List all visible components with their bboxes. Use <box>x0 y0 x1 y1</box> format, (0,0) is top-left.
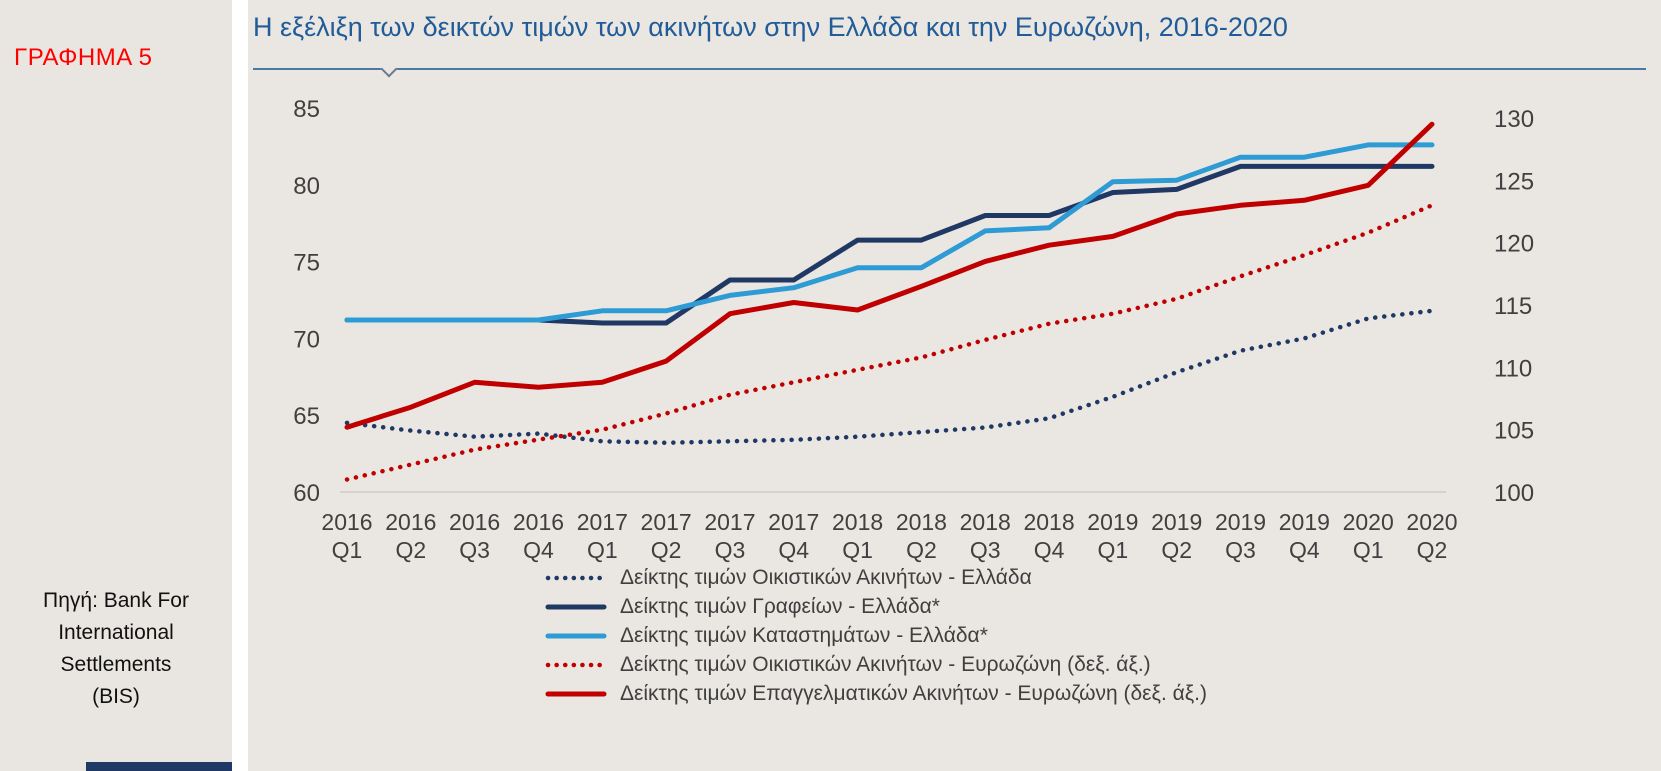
series-line <box>344 163 1435 326</box>
legend-label: Δείκτης τιμών Επαγγελματικών Ακινήτων - … <box>620 681 1207 705</box>
right-axis-tick: 100 <box>1494 480 1534 507</box>
left-axis-tick: 75 <box>293 250 320 277</box>
x-axis-tick-year: 2016 <box>513 509 564 535</box>
left-axis-tick: 65 <box>293 403 320 430</box>
right-axis-tick: 125 <box>1494 168 1534 195</box>
x-axis-tick-quarter: Q4 <box>778 537 809 563</box>
x-axis-tick-year: 2018 <box>832 509 883 535</box>
x-axis-tick-year: 2016 <box>321 509 372 535</box>
x-axis-tick-quarter: Q1 <box>1098 537 1129 563</box>
right-axis-tick: 105 <box>1494 418 1534 445</box>
x-axis-tick-quarter: Q2 <box>906 537 937 563</box>
left-axis-tick: 70 <box>293 326 320 353</box>
legend-label: Δείκτης τιμών Οικιστικών Ακινήτων - Ελλά… <box>620 565 1032 589</box>
divider-chevron-icon <box>380 60 398 78</box>
source-line: (BIS) <box>92 685 140 708</box>
x-axis-tick-year: 2019 <box>1215 509 1266 535</box>
x-axis-tick-quarter: Q2 <box>395 537 426 563</box>
x-axis-tick-year: 2017 <box>641 509 692 535</box>
source-note: Πηγή: Bank For International Settlements… <box>0 585 232 713</box>
x-axis-tick-year: 2019 <box>1279 509 1330 535</box>
right-axis-tick: 130 <box>1494 106 1534 133</box>
panel-separator <box>232 0 248 771</box>
x-axis-tick-quarter: Q1 <box>842 537 873 563</box>
source-line: International <box>58 621 174 644</box>
sidebar: ΓΡΑΦΗΜΑ 5 Πηγή: Bank For International S… <box>0 0 232 771</box>
chart-title: Η εξέλιξη των δεικτών τιμών των ακινήτων… <box>253 12 1288 42</box>
legend-item: Δείκτης τιμών Γραφείων - Ελλάδα* <box>545 592 1207 621</box>
left-axis-tick: 85 <box>293 96 320 123</box>
x-axis-tick-quarter: Q3 <box>1225 537 1256 563</box>
legend-item: Δείκτης τιμών Επαγγελματικών Ακινήτων - … <box>545 679 1207 708</box>
legend-label: Δείκτης τιμών Γραφείων - Ελλάδα* <box>620 594 940 618</box>
x-axis-tick-quarter: Q1 <box>1353 537 1384 563</box>
source-line: Settlements <box>60 653 172 676</box>
x-axis-tick-quarter: Q3 <box>970 537 1001 563</box>
x-axis-tick-year: 2020 <box>1343 509 1394 535</box>
solid-line-swatch-icon <box>545 691 607 696</box>
x-axis-tick-year: 2017 <box>704 509 755 535</box>
x-axis-tick-year: 2019 <box>1151 509 1202 535</box>
source-line: Πηγή: Bank For <box>43 589 189 612</box>
legend-label: Δείκτης τιμών Οικιστικών Ακινήτων - Ευρω… <box>620 652 1151 676</box>
solid-line-swatch-icon <box>545 633 607 638</box>
x-axis-tick-year: 2018 <box>896 509 947 535</box>
solid-line-swatch-icon <box>545 604 607 609</box>
x-axis-tick-quarter: Q2 <box>1417 537 1448 563</box>
x-axis-tick-year: 2017 <box>577 509 628 535</box>
x-axis-tick-quarter: Q1 <box>332 537 363 563</box>
series-line <box>344 203 1435 482</box>
figure-label: ΓΡΑΦΗΜΑ 5 <box>14 44 153 71</box>
left-axis-tick: 80 <box>293 173 320 200</box>
x-axis-tick-year: 2019 <box>1087 509 1138 535</box>
x-axis-tick-year: 2018 <box>1023 509 1074 535</box>
legend-item: Δείκτης τιμών Οικιστικών Ακινήτων - Ελλά… <box>545 563 1207 592</box>
x-axis-tick-quarter: Q1 <box>587 537 618 563</box>
x-axis-tick-year: 2016 <box>449 509 500 535</box>
legend-item: Δείκτης τιμών Καταστημάτων - Ελλάδα* <box>545 621 1207 650</box>
x-axis-tick-year: 2016 <box>385 509 436 535</box>
right-axis-tick: 115 <box>1494 293 1532 320</box>
sidebar-accent-bar <box>86 762 232 771</box>
x-axis-tick-year: 2017 <box>768 509 819 535</box>
x-axis-tick-quarter: Q4 <box>1034 537 1065 563</box>
legend: Δείκτης τιμών Οικιστικών Ακινήτων - Ελλά… <box>545 563 1207 708</box>
x-axis-tick-quarter: Q4 <box>1289 537 1320 563</box>
x-axis-tick-quarter: Q2 <box>651 537 682 563</box>
legend-label: Δείκτης τιμών Καταστημάτων - Ελλάδα* <box>620 623 988 647</box>
right-axis-tick: 110 <box>1494 355 1532 382</box>
series-line <box>344 308 1435 446</box>
series-line <box>344 142 1435 323</box>
x-axis-tick-quarter: Q3 <box>715 537 746 563</box>
left-axis-tick: 60 <box>293 480 320 507</box>
legend-item: Δείκτης τιμών Οικιστικών Ακινήτων - Ευρω… <box>545 650 1207 679</box>
dotted-line-swatch-icon <box>545 662 607 667</box>
x-axis-tick-year: 2020 <box>1406 509 1457 535</box>
dotted-line-swatch-icon <box>545 575 607 580</box>
title-divider <box>253 68 1646 70</box>
x-axis-tick-quarter: Q4 <box>523 537 554 563</box>
x-axis-tick-year: 2018 <box>960 509 1011 535</box>
right-axis-tick: 120 <box>1494 231 1534 258</box>
chart-panel: Η εξέλιξη των δεικτών τιμών των ακινήτων… <box>248 0 1661 771</box>
x-axis-tick-quarter: Q2 <box>1161 537 1192 563</box>
series-line <box>344 121 1435 430</box>
x-axis-tick-quarter: Q3 <box>459 537 490 563</box>
